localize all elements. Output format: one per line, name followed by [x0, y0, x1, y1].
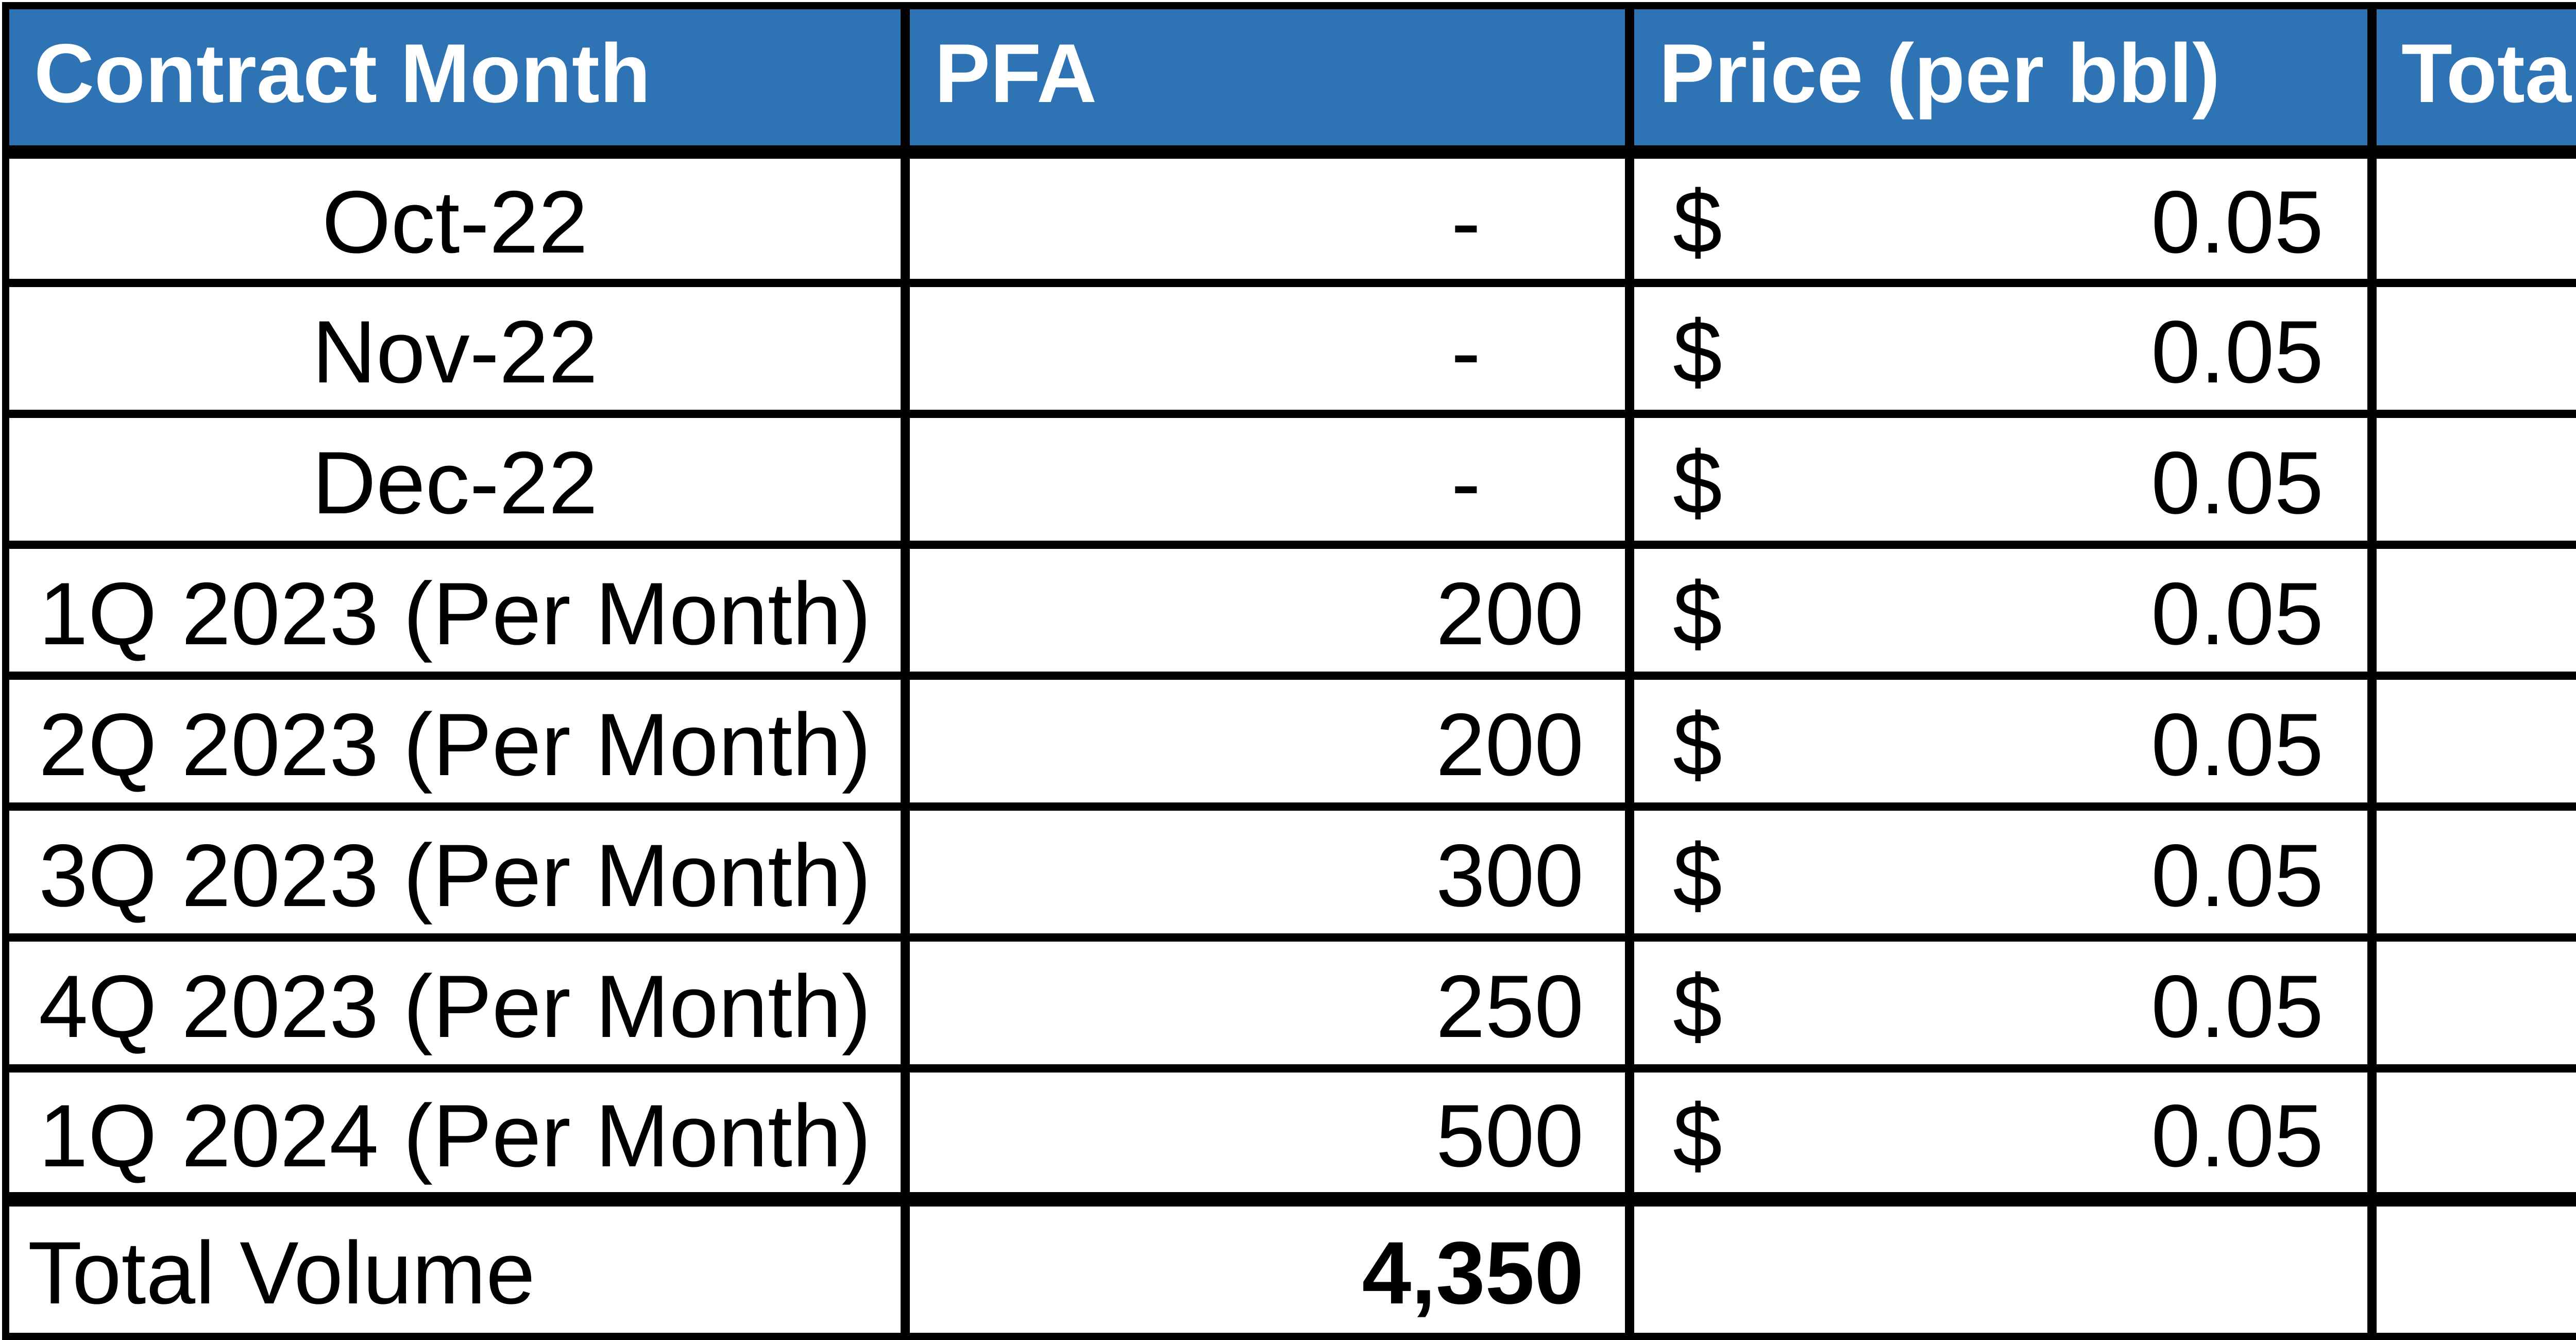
- currency-symbol: $: [1673, 1086, 1722, 1185]
- col-header-pfa: PFA: [901, 2, 1634, 159]
- currency-symbol: $: [1673, 564, 1722, 663]
- currency-symbol: $: [1673, 957, 1722, 1056]
- total-cell: -: [2367, 410, 2576, 549]
- total-cell: -: [2367, 279, 2576, 418]
- total-volume-pfa: 4,350: [901, 1192, 1634, 1340]
- price-value: 0.05: [2151, 695, 2324, 794]
- currency-symbol: $: [1673, 173, 1722, 272]
- pfa-cell: -: [901, 148, 1634, 287]
- price-cell: $ 0.05: [1625, 279, 2377, 418]
- table-row: 4Q 2023 (Per Month) 250 $ 0.05 750: [2, 933, 2576, 1073]
- contract-month-cell: 2Q 2023 (Per Month): [2, 672, 910, 811]
- price-cell: $ 0.05: [1625, 933, 2377, 1073]
- contract-month-cell: Dec-22: [2, 410, 910, 549]
- col-header-contract-month: Contract Month: [2, 2, 910, 159]
- total-cell: -: [2367, 148, 2576, 287]
- col-header-total: Total: [2367, 2, 2576, 159]
- table-row: Oct-22 - $ 0.05 -: [2, 148, 2576, 287]
- price-cell: $ 0.05: [1625, 541, 2377, 680]
- total-cell: 600: [2367, 672, 2576, 811]
- header-row: Contract Month PFA Price (per bbl) Total: [2, 2, 2576, 159]
- total-cell: 750: [2367, 933, 2576, 1073]
- table-row: 1Q 2023 (Per Month) 200 $ 0.05 600: [2, 541, 2576, 680]
- price-cell: $ 0.05: [1625, 1064, 2377, 1203]
- contract-month-cell: Oct-22: [2, 148, 910, 287]
- contract-month-cell: Nov-22: [2, 279, 910, 418]
- price-cell: $ 0.05: [1625, 672, 2377, 811]
- pfa-cell: 200: [901, 541, 1634, 680]
- table-row: Nov-22 - $ 0.05 -: [2, 279, 2576, 418]
- price-cell: $ 0.05: [1625, 148, 2377, 287]
- price-cell: $ 0.05: [1625, 802, 2377, 942]
- table-row: 2Q 2023 (Per Month) 200 $ 0.05 600: [2, 672, 2576, 811]
- price-cell: $ 0.05: [1625, 410, 2377, 549]
- total-cell: 600: [2367, 541, 2576, 680]
- pfa-cell: 300: [901, 802, 1634, 942]
- table-row: 3Q 2023 (Per Month) 300 $ 0.05 900: [2, 802, 2576, 942]
- currency-symbol: $: [1673, 433, 1722, 532]
- contract-month-cell: 4Q 2023 (Per Month): [2, 933, 910, 1073]
- table-row: Dec-22 - $ 0.05 -: [2, 410, 2576, 549]
- price-value: 0.05: [2151, 302, 2324, 401]
- contract-month-cell: 1Q 2024 (Per Month): [2, 1064, 910, 1203]
- contract-month-cell: 1Q 2023 (Per Month): [2, 541, 910, 680]
- price-value: 0.05: [2151, 173, 2324, 272]
- total-cell: 900: [2367, 802, 2576, 942]
- total-cell: 1,500: [2367, 1064, 2576, 1203]
- footer-price-cell: [1625, 1192, 2377, 1340]
- pfa-cell: -: [901, 410, 1634, 549]
- contract-month-cell: 3Q 2023 (Per Month): [2, 802, 910, 942]
- currency-symbol: $: [1673, 695, 1722, 794]
- col-header-price: Price (per bbl): [1625, 2, 2377, 159]
- pfa-cell: -: [901, 279, 1634, 418]
- pfa-cell: 500: [901, 1064, 1634, 1203]
- price-value: 0.05: [2151, 826, 2324, 925]
- currency-symbol: $: [1673, 826, 1722, 925]
- currency-symbol: $: [1673, 302, 1722, 401]
- table-row: 1Q 2024 (Per Month) 500 $ 0.05 1,500: [2, 1064, 2576, 1203]
- total-row: Total Volume 4,350 4,350: [2, 1192, 2576, 1340]
- price-value: 0.05: [2151, 957, 2324, 1056]
- total-volume-label: Total Volume: [2, 1192, 910, 1340]
- pfa-cell: 200: [901, 672, 1634, 811]
- pfa-cell: 250: [901, 933, 1634, 1073]
- total-volume-total: 4,350: [2367, 1192, 2576, 1340]
- price-value: 0.05: [2151, 564, 2324, 663]
- price-value: 0.05: [2151, 1086, 2324, 1185]
- price-value: 0.05: [2151, 433, 2324, 532]
